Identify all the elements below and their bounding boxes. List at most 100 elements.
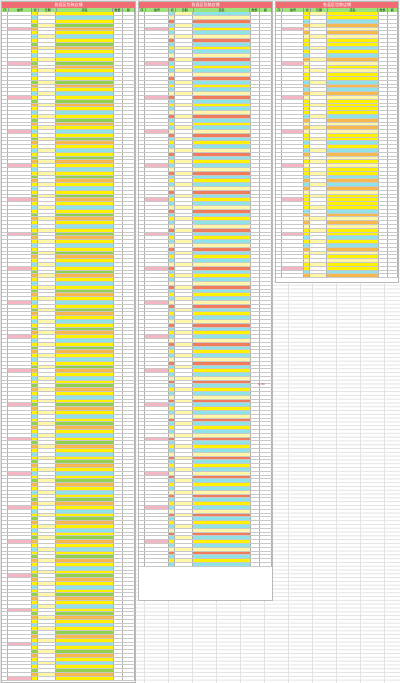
table-cell[interactable]	[8, 528, 32, 532]
table-cell[interactable]	[379, 27, 388, 31]
table-cell[interactable]	[8, 225, 32, 228]
table-cell[interactable]	[8, 524, 32, 528]
table-cell[interactable]	[169, 213, 175, 217]
table-cell[interactable]	[327, 202, 379, 206]
table-cell[interactable]	[276, 145, 282, 149]
table-row[interactable]	[139, 562, 272, 567]
table-cell[interactable]	[251, 50, 260, 54]
table-row[interactable]	[2, 505, 135, 510]
table-cell[interactable]	[114, 323, 123, 327]
table-cell[interactable]	[123, 669, 135, 673]
table-cell[interactable]	[193, 50, 251, 54]
table-cell[interactable]	[123, 570, 135, 574]
table-row[interactable]	[139, 449, 272, 453]
table-cell[interactable]	[310, 73, 327, 76]
table-cell[interactable]	[193, 509, 251, 513]
table-row[interactable]	[276, 183, 398, 188]
table-cell[interactable]	[282, 190, 304, 194]
table-cell[interactable]	[145, 452, 169, 456]
table-cell[interactable]	[260, 247, 272, 251]
table-cell[interactable]	[32, 411, 38, 414]
table-row[interactable]	[276, 92, 398, 96]
table-cell[interactable]	[2, 376, 8, 380]
table-cell[interactable]	[169, 300, 175, 304]
col-header-amount[interactable]: 额	[388, 8, 398, 13]
table-cell[interactable]	[145, 418, 169, 422]
table-cell[interactable]	[169, 430, 175, 433]
table-cell[interactable]	[193, 540, 251, 543]
table-cell[interactable]	[193, 562, 251, 566]
table-cell[interactable]	[169, 449, 175, 452]
table-cell[interactable]	[56, 300, 114, 304]
table-cell[interactable]	[32, 319, 38, 323]
table-cell[interactable]	[310, 111, 327, 114]
table-cell[interactable]	[38, 270, 56, 274]
table-cell[interactable]	[260, 16, 272, 19]
table-cell[interactable]	[304, 19, 310, 23]
table-cell[interactable]	[193, 46, 251, 50]
table-cell[interactable]	[260, 255, 272, 259]
table-cell[interactable]	[2, 61, 8, 65]
table-row[interactable]	[276, 54, 398, 58]
table-cell[interactable]	[2, 133, 8, 137]
table-cell[interactable]	[123, 88, 135, 92]
table-cell[interactable]	[123, 631, 135, 635]
table-cell[interactable]	[169, 479, 175, 483]
table-row[interactable]	[2, 650, 135, 655]
table-cell[interactable]	[304, 31, 310, 35]
table-cell[interactable]	[379, 202, 388, 206]
table-cell[interactable]	[114, 619, 123, 623]
table-cell[interactable]	[388, 61, 398, 65]
table-cell[interactable]	[2, 16, 8, 19]
table-cell[interactable]	[193, 346, 251, 350]
table-cell[interactable]	[139, 221, 145, 225]
table-row[interactable]	[2, 69, 135, 74]
table-cell[interactable]	[139, 114, 145, 118]
table-cell[interactable]	[38, 152, 56, 156]
table-cell[interactable]	[56, 380, 114, 384]
table-cell[interactable]	[38, 407, 56, 411]
table-cell[interactable]	[38, 502, 56, 505]
table-cell[interactable]	[276, 141, 282, 145]
table-cell[interactable]	[175, 99, 193, 103]
table-cell[interactable]	[260, 524, 272, 528]
table-cell[interactable]	[282, 114, 304, 118]
table-cell[interactable]	[260, 168, 272, 171]
table-cell[interactable]	[310, 69, 327, 73]
table-row[interactable]	[276, 179, 398, 184]
table-cell[interactable]	[260, 456, 272, 460]
table-row[interactable]	[276, 38, 398, 43]
table-row[interactable]	[276, 202, 398, 207]
table-cell[interactable]	[56, 540, 114, 543]
table-cell[interactable]	[388, 35, 398, 38]
table-cell[interactable]	[169, 88, 175, 92]
table-cell[interactable]	[251, 12, 260, 16]
table-cell[interactable]	[327, 27, 379, 31]
table-cell[interactable]	[38, 441, 56, 445]
table-cell[interactable]	[38, 638, 56, 642]
table-cell[interactable]	[2, 331, 8, 335]
table-cell[interactable]	[145, 221, 169, 225]
table-cell[interactable]	[282, 54, 304, 57]
table-cell[interactable]	[276, 149, 282, 152]
table-cell[interactable]	[38, 422, 56, 426]
table-cell[interactable]	[114, 65, 123, 69]
table-cell[interactable]	[175, 376, 193, 380]
table-cell[interactable]	[139, 540, 145, 543]
table-cell[interactable]	[139, 543, 145, 547]
table-cell[interactable]	[251, 278, 260, 281]
table-row[interactable]	[139, 403, 272, 408]
table-row[interactable]	[276, 209, 398, 214]
table-cell[interactable]	[56, 399, 114, 403]
table-cell[interactable]	[193, 54, 251, 57]
table-cell[interactable]	[56, 259, 114, 262]
table-cell[interactable]	[123, 92, 135, 95]
table-cell[interactable]	[175, 187, 193, 190]
table-cell[interactable]	[114, 392, 123, 395]
table-cell[interactable]	[379, 145, 388, 149]
table-cell[interactable]	[2, 179, 8, 183]
table-cell[interactable]	[139, 422, 145, 426]
table-row[interactable]	[2, 392, 135, 396]
table-cell[interactable]	[32, 627, 38, 631]
table-cell[interactable]	[123, 430, 135, 433]
